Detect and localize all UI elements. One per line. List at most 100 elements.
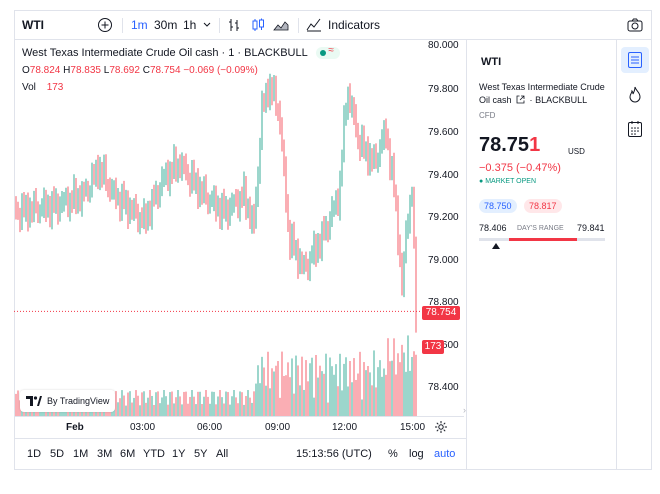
volume-bar bbox=[115, 391, 117, 416]
volume-bar bbox=[259, 383, 261, 416]
clock-timezone[interactable]: 15:13:56 (UTC) bbox=[296, 448, 372, 460]
volume-bar bbox=[235, 397, 237, 416]
symbol-details-panel: WTI West Texas Intermediate Crude Oil ca… bbox=[466, 40, 617, 470]
volume-bar bbox=[375, 387, 377, 416]
panel-symbol[interactable]: WTI bbox=[481, 56, 502, 68]
volume-bar bbox=[319, 365, 321, 416]
volume-bar bbox=[359, 351, 361, 416]
price-tick: 80.000 bbox=[428, 40, 459, 51]
chevron-down-icon[interactable] bbox=[201, 10, 213, 40]
volume-bar bbox=[317, 377, 319, 416]
camera-icon[interactable] bbox=[626, 10, 644, 40]
volume-bar bbox=[411, 357, 413, 416]
legend-volume-row: Vol 173 bbox=[22, 82, 63, 93]
price-scale[interactable]: 80.000 79.800 79.600 79.400 79.200 79.00… bbox=[422, 40, 466, 416]
market-status-badge[interactable]: ≈ bbox=[316, 45, 341, 60]
volume-bar bbox=[337, 386, 339, 416]
volume-bar bbox=[379, 360, 381, 416]
candles-chart-icon[interactable] bbox=[250, 10, 266, 40]
panel-collapse-handle[interactable]: › bbox=[463, 405, 466, 415]
timeframe-1h[interactable]: 1h bbox=[183, 10, 196, 40]
indicators-button[interactable]: Indicators bbox=[306, 10, 380, 40]
volume-bar bbox=[403, 352, 405, 416]
volume-bar bbox=[159, 403, 161, 416]
volume-bar bbox=[305, 360, 307, 416]
range-5y[interactable]: 5Y bbox=[194, 448, 208, 460]
panel-market-status: ● MARKET OPEN bbox=[479, 178, 537, 185]
chart-pane[interactable]: West Texas Intermediate Crude Oil cash ·… bbox=[14, 40, 422, 436]
volume-bar bbox=[149, 390, 151, 416]
calendar-icon[interactable] bbox=[621, 116, 649, 142]
watchlist-details-icon[interactable] bbox=[621, 47, 649, 73]
volume-bar bbox=[347, 386, 349, 416]
volume-bar bbox=[253, 391, 255, 416]
hotlists-fire-icon[interactable] bbox=[621, 82, 649, 108]
auto-toggle[interactable]: auto bbox=[434, 448, 456, 460]
compare-add-icon[interactable] bbox=[96, 10, 114, 40]
range-all[interactable]: All bbox=[216, 448, 229, 460]
time-tick: 15:00 bbox=[400, 422, 426, 433]
volume-bar bbox=[239, 391, 241, 416]
range-6m[interactable]: 6M bbox=[120, 448, 136, 460]
volume-bar bbox=[185, 391, 187, 416]
chart-widget-frame bbox=[14, 10, 652, 470]
time-scale[interactable]: Feb 03:00 06:00 09:00 12:00 15:00 bbox=[14, 416, 464, 439]
area-chart-icon[interactable] bbox=[272, 10, 290, 40]
day-range-bar bbox=[479, 238, 605, 241]
volume-bar bbox=[299, 385, 301, 416]
price-plot bbox=[14, 73, 422, 416]
percent-toggle[interactable]: % bbox=[388, 448, 398, 460]
volume-bar bbox=[333, 374, 335, 416]
volume-bar bbox=[201, 404, 203, 416]
bars-chart-icon[interactable] bbox=[226, 10, 242, 40]
range-1y[interactable]: 1Y bbox=[172, 448, 186, 460]
volume-bar bbox=[173, 403, 175, 416]
volume-bar bbox=[213, 391, 215, 416]
legend-title: West Texas Intermediate Crude Oil cash ·… bbox=[22, 47, 308, 59]
bid-price: 78.750 bbox=[479, 199, 517, 213]
range-5d[interactable]: 5D bbox=[50, 448, 65, 460]
volume-bar bbox=[289, 377, 291, 416]
volume-bar bbox=[183, 391, 185, 416]
volume-bar bbox=[195, 404, 197, 416]
volume-bar bbox=[255, 383, 257, 416]
volume-bar bbox=[297, 365, 299, 416]
price-tick: 78.400 bbox=[428, 382, 459, 393]
volume-bar bbox=[155, 392, 157, 416]
volume-bar bbox=[203, 396, 205, 416]
volume-bar bbox=[265, 385, 267, 416]
volume-bar bbox=[277, 361, 279, 416]
volume-bar bbox=[167, 404, 169, 416]
volume-bar bbox=[139, 405, 141, 416]
range-1d[interactable]: 1D bbox=[27, 448, 42, 460]
legend-h-value: 78.835 bbox=[70, 65, 101, 76]
timeframe-30m[interactable]: 30m bbox=[154, 10, 177, 40]
volume-bar bbox=[363, 362, 365, 416]
panel-currency: USD bbox=[568, 147, 585, 156]
log-toggle[interactable]: log bbox=[409, 448, 424, 460]
volume-bar bbox=[309, 363, 311, 416]
volume-bar bbox=[121, 390, 123, 416]
external-link-icon[interactable] bbox=[516, 95, 525, 104]
tradingview-logo[interactable]: By TradingView bbox=[20, 390, 116, 412]
range-3m[interactable]: 3M bbox=[97, 448, 113, 460]
volume-bar bbox=[175, 397, 177, 416]
volume-bar bbox=[415, 354, 417, 416]
range-1m[interactable]: 1M bbox=[73, 448, 89, 460]
range-ytd[interactable]: YTD bbox=[143, 448, 165, 460]
volume-bar bbox=[271, 368, 273, 416]
volume-bar bbox=[241, 392, 243, 416]
volume-bar bbox=[311, 357, 313, 416]
legend-vol-value: 173 bbox=[46, 82, 64, 93]
settings-gear-icon[interactable] bbox=[434, 420, 448, 437]
panel-description-text[interactable]: West Texas Intermediate Crude Oil cash bbox=[479, 82, 605, 105]
timeframe-1m[interactable]: 1m bbox=[131, 10, 148, 40]
tradingview-text: By TradingView bbox=[47, 396, 110, 406]
symbol-search-button[interactable]: WTI bbox=[22, 10, 44, 40]
right-sidebar bbox=[616, 40, 653, 470]
volume-bar bbox=[117, 402, 119, 416]
volume-bar bbox=[369, 372, 371, 416]
volume-bar bbox=[413, 351, 415, 416]
last-price-tag: 78.754 bbox=[422, 306, 460, 320]
volume-bar bbox=[161, 397, 163, 416]
